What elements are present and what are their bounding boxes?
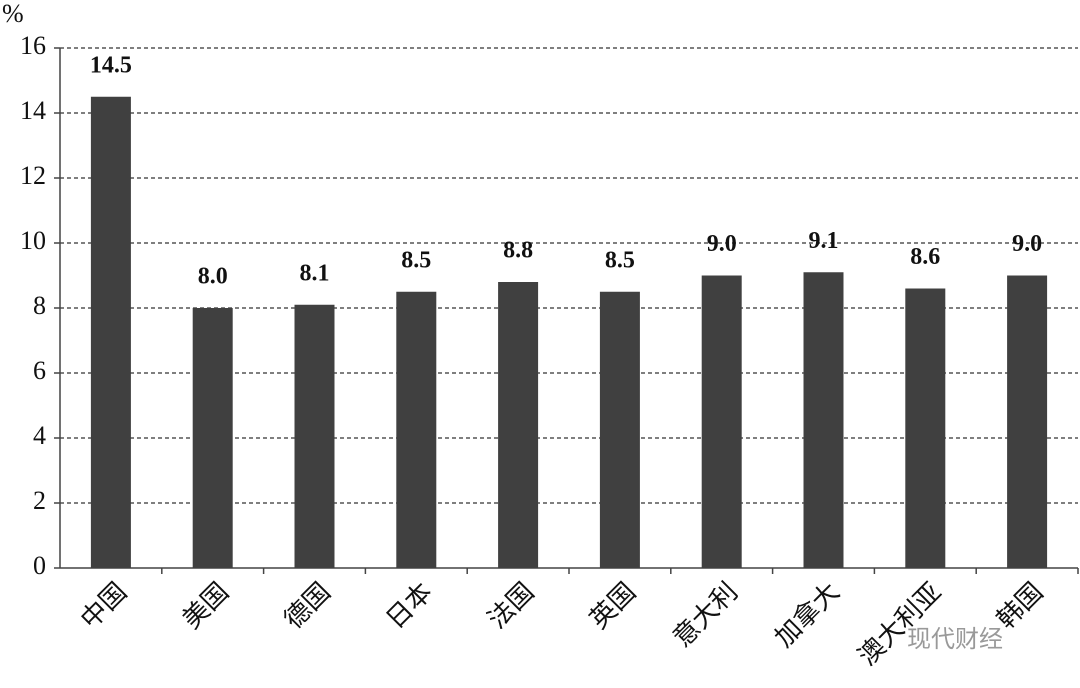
x-tick-label: 加拿大: [769, 577, 845, 653]
bar: [905, 288, 946, 568]
bar: [599, 291, 640, 568]
y-tick-label: 8: [33, 291, 46, 320]
value-label: 8.8: [503, 238, 533, 264]
y-tick-label: 14: [20, 96, 46, 125]
x-tick-label: 英国: [584, 577, 642, 635]
x-tick-label: 法国: [482, 577, 540, 635]
y-tick-label: 10: [20, 226, 46, 255]
bar: [396, 291, 437, 568]
bar: [1007, 275, 1048, 568]
value-label: 8.0: [198, 264, 228, 290]
bar: [498, 282, 539, 568]
value-label: 8.5: [605, 247, 635, 273]
bar: [90, 96, 131, 568]
x-tick-label: 美国: [177, 577, 235, 635]
y-tick-label: 6: [33, 356, 46, 385]
value-label: 14.5: [90, 52, 132, 78]
x-tick-label: 中国: [75, 577, 133, 635]
bar: [294, 304, 335, 568]
value-label: 8.6: [910, 244, 940, 270]
value-label: 8.5: [401, 247, 431, 273]
y-tick-label: 12: [20, 161, 46, 190]
x-tick-label: 日本: [381, 577, 439, 635]
y-tick-label: 16: [20, 31, 46, 60]
y-tick-label: 2: [33, 486, 46, 515]
value-label: 9.0: [707, 231, 737, 257]
bar: [701, 275, 742, 568]
watermark: 现代财经: [907, 625, 1003, 653]
y-tick-label: 0: [33, 551, 46, 580]
value-label: 8.1: [300, 260, 330, 286]
y-axis-label: %: [2, 0, 24, 28]
bar: [192, 308, 233, 568]
value-label: 9.1: [809, 228, 839, 254]
x-tick-label: 意大利: [668, 577, 744, 653]
x-tick-label: 德国: [279, 577, 337, 635]
value-label: 9.0: [1012, 231, 1042, 257]
bar: [803, 272, 844, 568]
y-tick-label: 4: [33, 421, 46, 450]
